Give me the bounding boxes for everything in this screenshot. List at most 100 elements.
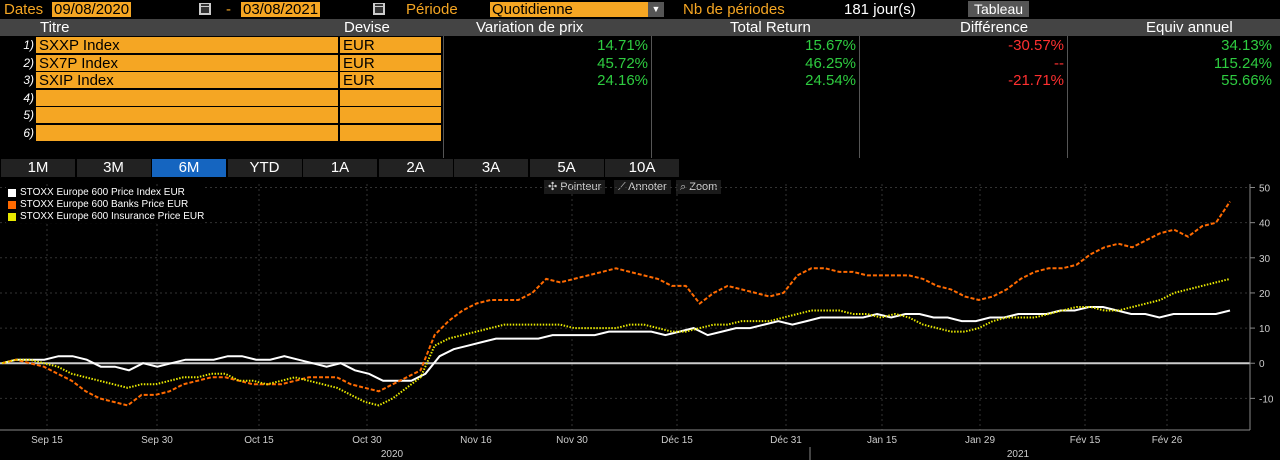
ticker-cell[interactable]: SXIP Index — [36, 72, 338, 89]
legend-entry: STOXX Europe 600 Insurance Price EUR — [6, 211, 204, 223]
start-date-field[interactable]: 09/08/2020 — [52, 1, 132, 18]
legend-entry: STOXX Europe 600 Banks Price EUR — [6, 199, 204, 211]
ticker-text — [36, 125, 39, 142]
currency-cell[interactable]: EUR — [340, 54, 441, 72]
currency-text — [340, 107, 343, 124]
ticker-text: SXXP Index — [39, 37, 120, 54]
legend-swatch — [8, 201, 16, 209]
difference-value: -- — [1054, 54, 1064, 72]
legend-swatch — [8, 213, 16, 221]
series-line-1 — [1, 201, 1231, 407]
x-tick-label: Fév 15 — [1070, 435, 1101, 446]
period-button-6m[interactable]: 6M — [152, 159, 226, 177]
ticker-text: SX7P Index — [39, 54, 118, 72]
col-header-difference[interactable]: Différence — [960, 19, 1029, 36]
row-index: 1) — [23, 38, 34, 52]
total-return-value: 15.67% — [805, 37, 856, 54]
annual-value: 34.13% — [1221, 37, 1272, 54]
nb-periods-label: Nb de périodes — [683, 1, 785, 18]
table-row[interactable]: 5) — [0, 107, 1280, 124]
price-var-value: 14.71% — [597, 37, 648, 54]
period-button-ytd[interactable]: YTD — [227, 159, 302, 177]
ticker-cell[interactable]: SX7P Index — [36, 54, 338, 72]
col-header-currency[interactable]: Devise — [344, 19, 390, 36]
table-row[interactable]: 4) — [0, 89, 1280, 107]
period-button-2a[interactable]: 2A — [378, 159, 453, 177]
column-divider — [1067, 36, 1068, 158]
period-button-1m[interactable]: 1M — [1, 159, 75, 177]
period-button-1a[interactable]: 1A — [303, 159, 377, 177]
nb-periods-value: 181 jour(s) — [844, 1, 916, 18]
series-line-0 — [1, 306, 1231, 382]
col-header-total-return[interactable]: Total Return — [730, 19, 811, 36]
table-row[interactable]: 6) — [0, 124, 1280, 142]
price-var-value: 45.72% — [597, 54, 648, 72]
dates-label: Dates — [4, 1, 44, 18]
period-button-3a[interactable]: 3A — [454, 159, 528, 177]
annual-value: 55.66% — [1221, 72, 1272, 89]
currency-cell[interactable] — [340, 107, 441, 123]
row-index: 4) — [23, 90, 34, 105]
currency-cell[interactable]: EUR — [340, 72, 441, 89]
y-tick-label: 20 — [1259, 289, 1271, 300]
ticker-cell[interactable] — [36, 89, 338, 107]
column-divider — [651, 36, 652, 158]
end-date-field[interactable]: 03/08/2021 — [241, 1, 321, 18]
ticker-cell[interactable] — [36, 107, 338, 123]
y-tick-label: -10 — [1259, 394, 1274, 405]
row-index: 5) — [23, 108, 34, 122]
period-button-3m[interactable]: 3M — [76, 159, 151, 177]
table-row[interactable]: 3) SXIP Index EUR 24.16% 24.54% -21.71% 55.66% — [0, 72, 1280, 89]
row-index: 2) — [23, 55, 34, 70]
date-dash: - — [226, 1, 231, 18]
total-return-value: 46.25% — [805, 54, 856, 72]
x-tick-label: Déc 15 — [661, 435, 693, 446]
zoom-tool-label: Zoom — [689, 181, 718, 193]
x-tick-label: Déc 31 — [770, 435, 802, 446]
col-header-annual[interactable]: Equiv annuel — [1146, 19, 1233, 36]
price-chart[interactable]: 50 40 30 20 10 0 -10 Sep 15 Sep 30 Oct 15 Oct 30 No… — [0, 178, 1280, 460]
pointer-tool-label: Pointeur — [560, 181, 602, 193]
top-bar: Dates 09/08/2020 - 03/08/2021 Période Qu… — [0, 0, 1280, 19]
table-row[interactable]: 2) SX7P Index EUR 45.72% 46.25% -- 115.24% — [0, 54, 1280, 72]
chevron-down-icon[interactable]: ▼ — [648, 2, 664, 17]
table-header: Titre Devise Variation de prix Total Ret… — [0, 19, 1280, 36]
calendar-icon[interactable] — [373, 3, 385, 15]
price-var-value: 24.16% — [597, 72, 648, 89]
legend-entry: STOXX Europe 600 Price Index EUR — [6, 187, 204, 199]
period-button-5a[interactable]: 5A — [529, 159, 604, 177]
ticker-text — [36, 107, 39, 124]
period-label: Période — [406, 1, 458, 18]
legend-label: STOXX Europe 600 Banks Price EUR — [20, 199, 189, 210]
y-tick-label: 10 — [1259, 324, 1271, 335]
year-label: 2021 — [1007, 449, 1030, 460]
col-header-price-var[interactable]: Variation de prix — [476, 19, 584, 36]
difference-value: -21.71% — [1008, 72, 1064, 89]
zoom-tool[interactable]: ⌕ Zoom — [676, 180, 722, 194]
difference-value: -30.57% — [1008, 37, 1064, 54]
tableau-button[interactable]: Tableau — [968, 1, 1030, 17]
legend-label: STOXX Europe 600 Insurance Price EUR — [20, 211, 205, 222]
row-index: 6) — [23, 125, 34, 140]
col-header-title[interactable]: Titre — [40, 19, 70, 36]
calendar-icon[interactable] — [199, 3, 211, 15]
ticker-cell[interactable]: SXXP Index — [36, 37, 338, 54]
currency-cell[interactable]: EUR — [340, 37, 441, 54]
currency-cell[interactable] — [340, 124, 441, 142]
period-button-10a[interactable]: 10A — [605, 159, 679, 177]
x-tick-label: Sep 30 — [141, 435, 173, 446]
annotate-tool[interactable]: ⟋ Annoter — [614, 180, 671, 194]
period-select[interactable]: Quotidienne — [490, 2, 648, 17]
currency-text — [340, 125, 343, 142]
currency-cell[interactable] — [340, 89, 441, 106]
currency-text: EUR — [343, 72, 375, 89]
currency-text: EUR — [343, 54, 375, 72]
annotate-tool-label: Annoter — [628, 181, 667, 193]
pointer-tool[interactable]: ✣ Pointeur — [544, 180, 606, 194]
table-row[interactable]: 1) SXXP Index EUR 14.71% 15.67% -30.57% 34.13% — [0, 37, 1280, 54]
row-index: 3) — [23, 73, 34, 87]
column-divider — [443, 36, 444, 158]
legend-label: STOXX Europe 600 Price Index EUR — [20, 187, 185, 198]
ticker-text — [36, 90, 39, 107]
ticker-cell[interactable] — [36, 124, 338, 142]
